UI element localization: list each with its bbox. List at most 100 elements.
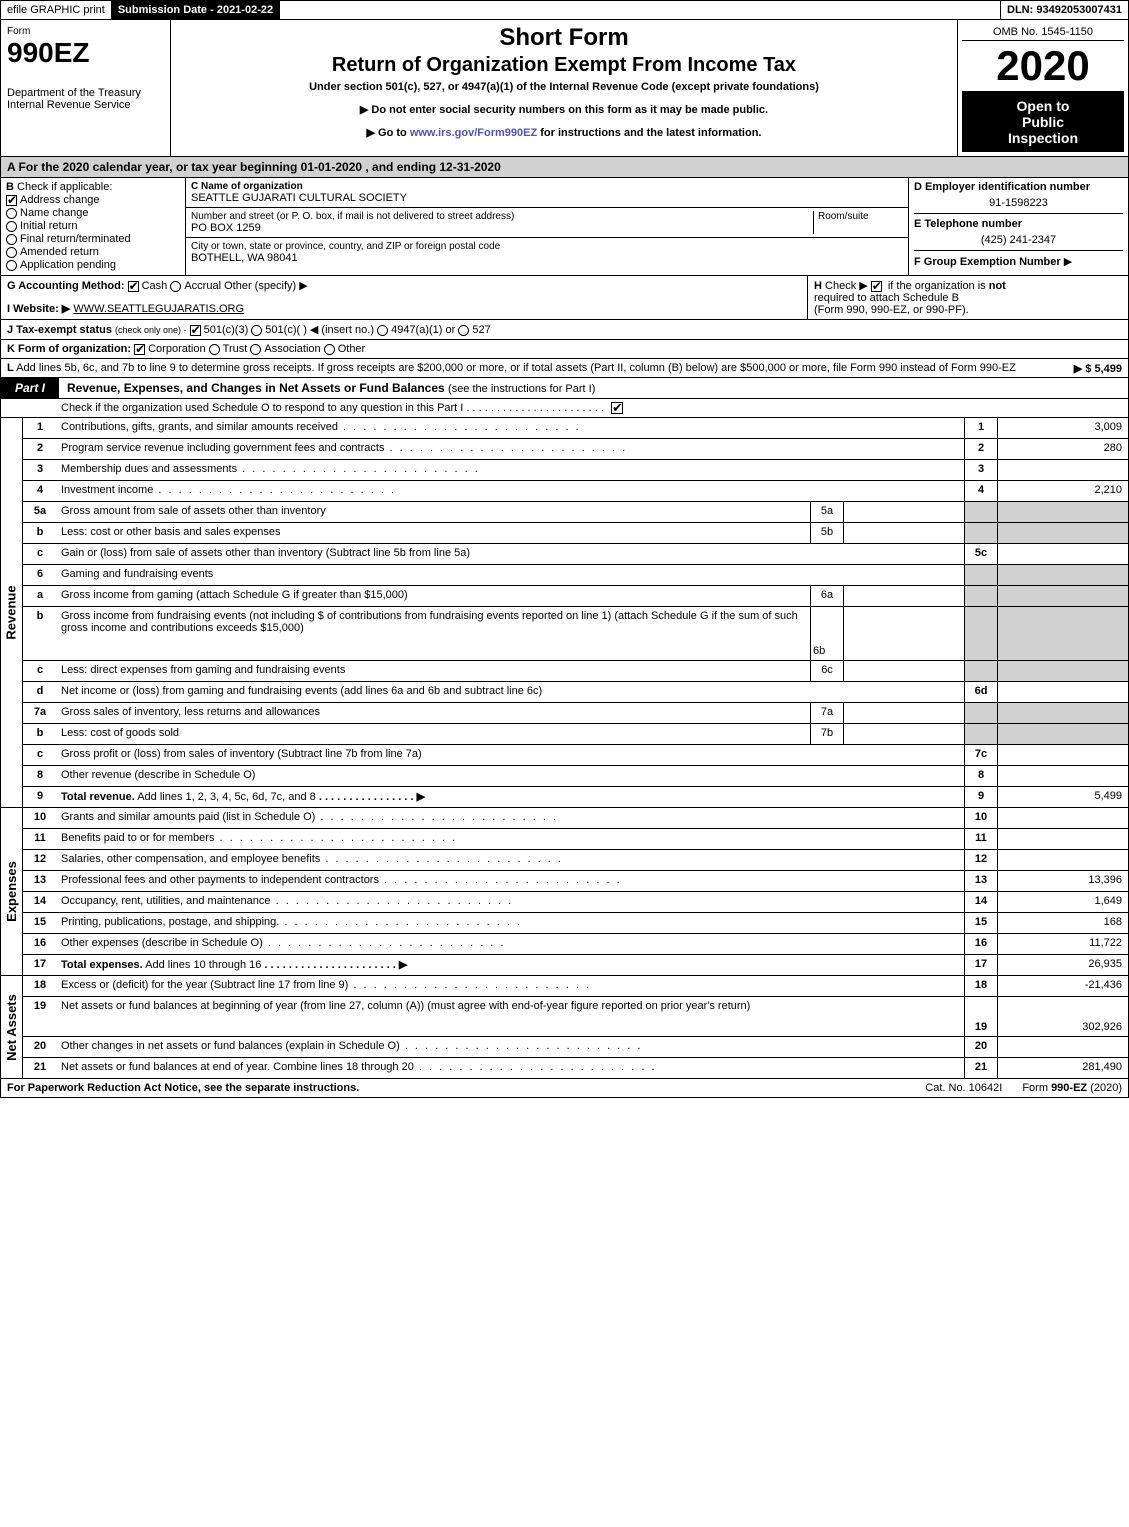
cb-501c[interactable] — [251, 325, 262, 336]
cb-trust[interactable] — [209, 344, 220, 355]
line-5c: cGain or (loss) from sale of assets othe… — [23, 544, 1129, 565]
j-o2: 501(c)( ) ◀ (insert no.) — [265, 324, 374, 336]
g-accounting: G Accounting Method: Cash Accrual Other … — [1, 276, 808, 319]
section-bcd: B Check if applicable: Address change Na… — [0, 178, 1129, 276]
l-label: L — [7, 362, 14, 374]
title-return: Return of Organization Exempt From Incom… — [181, 54, 947, 77]
h-check: Check ▶ — [825, 280, 868, 292]
h-t3: required to attach Schedule B — [814, 292, 1122, 304]
footer-pre: Form — [1022, 1082, 1051, 1094]
phone-label: E Telephone number — [914, 218, 1022, 230]
footer-catno: Cat. No. 10642I — [905, 1082, 1022, 1094]
l9-desc: Total revenue. — [61, 791, 135, 803]
cb-cash[interactable] — [128, 281, 139, 292]
city: BOTHELL, WA 98041 — [191, 252, 903, 264]
line-2: 2Program service revenue including gover… — [23, 439, 1129, 460]
line-5b: bLess: cost or other basis and sales exp… — [23, 523, 1129, 544]
cb-address-change[interactable] — [6, 195, 17, 206]
footer: For Paperwork Reduction Act Notice, see … — [0, 1079, 1129, 1098]
k-other: Other — [338, 343, 366, 355]
org-name: SEATTLE GUJARATI CULTURAL SOCIETY — [191, 192, 903, 204]
room-label: Room/suite — [813, 211, 903, 234]
insp-2: Public — [968, 114, 1118, 130]
lbl-app-pending: Application pending — [20, 259, 116, 271]
l9-pointer: . . . . . . . . . . . . . . . . ▶ — [316, 791, 431, 803]
gh-row: G Accounting Method: Cash Accrual Other … — [0, 276, 1129, 320]
side-netassets: Net Assets — [1, 976, 23, 1079]
footer-post: (2020) — [1087, 1082, 1122, 1094]
part1-title-text: Revenue, Expenses, and Changes in Net As… — [67, 381, 445, 395]
cb-name-change[interactable] — [6, 208, 17, 219]
col-d: D Employer identification number 91-1598… — [908, 178, 1128, 275]
l17-desc2: Add lines 10 through 16 — [143, 959, 262, 971]
l6b-d1: Gross income from fundraising events (no… — [61, 610, 324, 622]
part1-note: (see the instructions for Part I) — [448, 383, 595, 395]
lbl-initial-return: Initial return — [20, 220, 77, 232]
line-1: 1Contributions, gifts, grants, and simil… — [23, 418, 1129, 439]
lbl-cash: Cash — [142, 280, 168, 292]
insp-1: Open to — [968, 98, 1118, 114]
line-3: 3Membership dues and assessments3 — [23, 460, 1129, 481]
dln: DLN: 93492053007431 — [1001, 1, 1128, 19]
line-10: 10Grants and similar amounts paid (list … — [23, 808, 1129, 829]
revenue-section: Revenue 1Contributions, gifts, grants, a… — [0, 418, 1129, 808]
subtitle: Under section 501(c), 527, or 4947(a)(1)… — [181, 81, 947, 93]
line-11: 11Benefits paid to or for members11 — [23, 829, 1129, 850]
goto-post: for instructions and the latest informat… — [537, 127, 761, 139]
h-t2: if the organization is — [888, 280, 989, 292]
part1-label: Part I — [1, 378, 59, 398]
line-8: 8Other revenue (describe in Schedule O)8 — [23, 766, 1129, 787]
j-note: (check only one) - — [115, 325, 187, 335]
expenses-section: Expenses 10Grants and similar amounts pa… — [0, 808, 1129, 976]
side-expenses: Expenses — [1, 808, 23, 976]
website-link[interactable]: WWW.SEATTLEGUJARATIS.ORG — [73, 303, 244, 315]
line-6d: dNet income or (loss) from gaming and fu… — [23, 682, 1129, 703]
j-o4: 527 — [472, 324, 490, 336]
g-label: G Accounting Method: — [7, 280, 125, 292]
header-center: Short Form Return of Organization Exempt… — [171, 20, 958, 156]
h-not: not — [989, 280, 1006, 292]
j-o3: 4947(a)(1) or — [391, 324, 455, 336]
cb-schedule-o[interactable] — [611, 402, 623, 414]
submission-date: Submission Date - 2021-02-22 — [112, 1, 280, 19]
line-7a: 7aGross sales of inventory, less returns… — [23, 703, 1129, 724]
cb-501c3[interactable] — [190, 325, 201, 336]
cb-corp[interactable] — [134, 344, 145, 355]
i-label: I Website: ▶ — [7, 303, 70, 315]
line-14: 14Occupancy, rent, utilities, and mainte… — [23, 892, 1129, 913]
irs-link[interactable]: www.irs.gov/Form990EZ — [410, 127, 537, 139]
goto-pre: ▶ Go to — [367, 127, 410, 139]
cb-app-pending[interactable] — [6, 260, 17, 271]
line-9: 9Total revenue. Add lines 1, 2, 3, 4, 5c… — [23, 787, 1129, 808]
lbl-name-change: Name change — [20, 207, 89, 219]
cb-assoc[interactable] — [250, 344, 261, 355]
ein: 91-1598223 — [914, 197, 1123, 209]
ein-label: D Employer identification number — [914, 181, 1090, 193]
topbar: efile GRAPHIC print Submission Date - 20… — [0, 0, 1129, 20]
lbl-final-return: Final return/terminated — [20, 233, 131, 245]
line-21: 21Net assets or fund balances at end of … — [23, 1058, 1129, 1079]
cb-amended[interactable] — [6, 247, 17, 258]
side-expenses-text: Expenses — [4, 861, 19, 922]
footer-left: For Paperwork Reduction Act Notice, see … — [7, 1082, 905, 1094]
cb-accrual[interactable] — [170, 281, 181, 292]
b-label: B — [6, 181, 14, 193]
line-5a: 5aGross amount from sale of assets other… — [23, 502, 1129, 523]
l-row: L Add lines 5b, 6c, and 7b to line 9 to … — [0, 359, 1129, 378]
l-text: Add lines 5b, 6c, and 7b to line 9 to de… — [16, 362, 1016, 374]
form-990ez-page: efile GRAPHIC print Submission Date - 20… — [0, 0, 1129, 1098]
line-4: 4Investment income42,210 — [23, 481, 1129, 502]
inspection-box: Open to Public Inspection — [962, 92, 1124, 152]
cb-final-return[interactable] — [6, 234, 17, 245]
cb-other[interactable] — [324, 344, 335, 355]
l-pointer: ▶ $ 5,499 — [1074, 362, 1122, 375]
group-pointer: ▶ — [1064, 256, 1072, 268]
phone: (425) 241-2347 — [914, 234, 1123, 246]
street-label: Number and street (or P. O. box, if mail… — [191, 211, 813, 222]
efile-print[interactable]: efile GRAPHIC print — [1, 1, 112, 19]
cb-4947[interactable] — [377, 325, 388, 336]
line-13: 13Professional fees and other payments t… — [23, 871, 1129, 892]
cb-527[interactable] — [458, 325, 469, 336]
cb-initial-return[interactable] — [6, 221, 17, 232]
cb-h[interactable] — [871, 281, 882, 292]
